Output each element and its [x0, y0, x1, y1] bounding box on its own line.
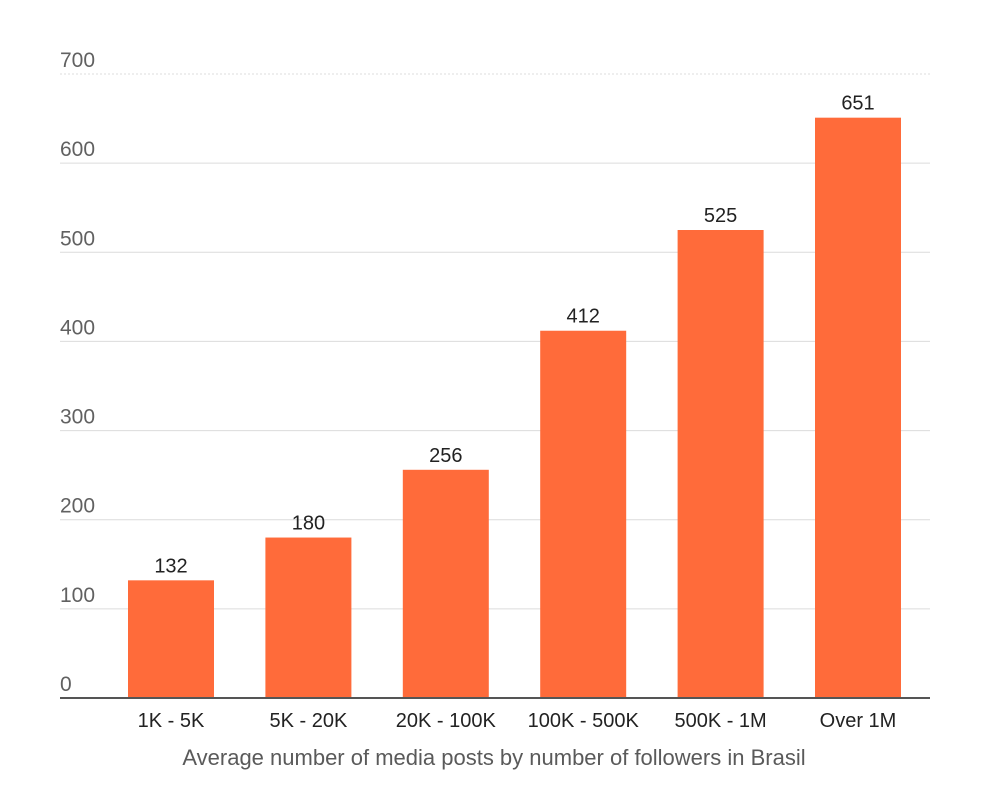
data-labels: 132 180 256 412 525 651 [154, 93, 874, 578]
y-tick-label: 600 [60, 138, 95, 161]
y-axis-ticks: 0 100 200 300 400 500 600 700 [60, 49, 95, 696]
category-label: 100K - 500K [528, 710, 640, 732]
data-label: 132 [154, 555, 187, 577]
bars [128, 117, 901, 699]
data-label: 651 [841, 93, 874, 115]
y-tick-label: 200 [60, 495, 95, 518]
category-label: 1K - 5K [138, 710, 205, 732]
gridlines [60, 73, 930, 610]
category-label: 20K - 100K [396, 710, 497, 732]
y-tick-label: 0 [60, 673, 72, 696]
bar [815, 117, 901, 699]
y-tick-label: 700 [60, 49, 95, 72]
category-label: 5K - 20K [269, 710, 347, 732]
bar [540, 330, 627, 698]
bar [677, 230, 764, 698]
bar [402, 469, 489, 698]
bar [128, 580, 214, 698]
y-tick-label: 400 [60, 316, 95, 339]
x-axis-title: Average number of media posts by number … [182, 745, 805, 770]
bar [265, 537, 352, 698]
data-label: 525 [704, 205, 737, 227]
data-label: 256 [429, 445, 462, 467]
category-label: 500K - 1M [674, 710, 766, 732]
y-tick-label: 500 [60, 227, 95, 250]
y-tick-label: 300 [60, 406, 95, 429]
category-label: Over 1M [820, 710, 897, 732]
y-tick-label: 100 [60, 584, 95, 607]
data-label: 412 [567, 306, 600, 328]
data-label: 180 [292, 513, 325, 535]
category-labels: 1K - 5K 5K - 20K 20K - 100K 100K - 500K 500K… [138, 710, 897, 732]
